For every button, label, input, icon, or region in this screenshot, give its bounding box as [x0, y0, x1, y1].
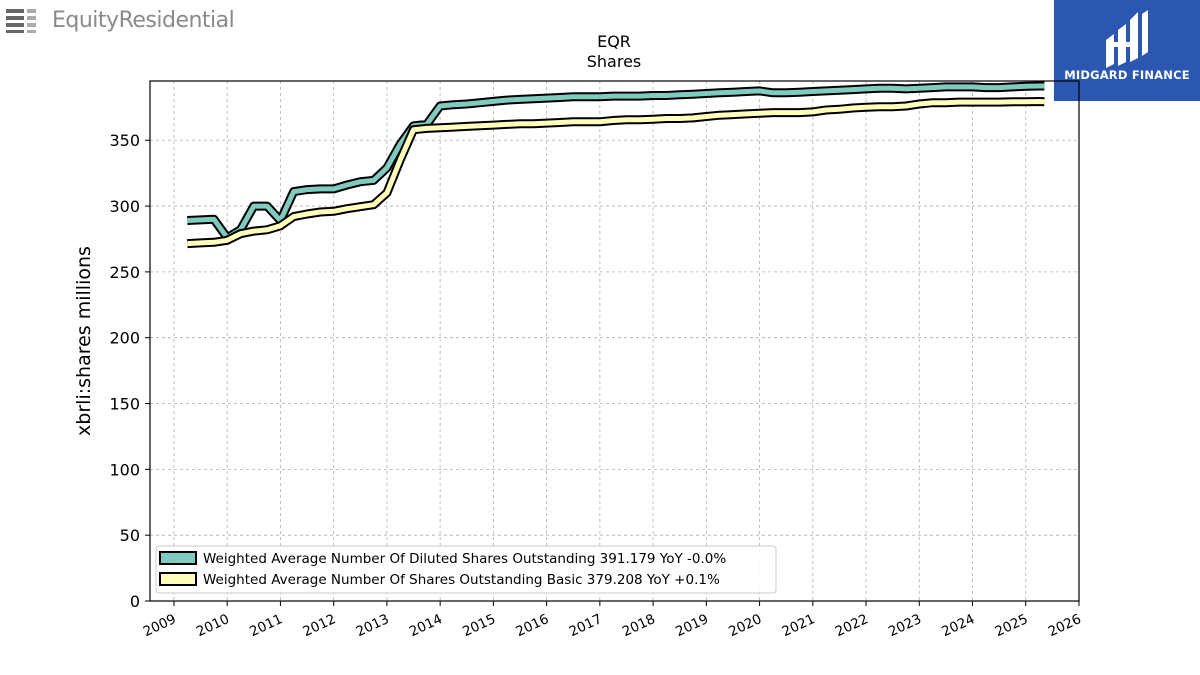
chart-subtitle: Shares [587, 52, 642, 71]
x-tick-label: 2025 [993, 611, 1031, 640]
legend-box [155, 545, 777, 594]
y-tick-label: 200 [109, 329, 140, 348]
y-tick-label: 100 [109, 460, 140, 479]
x-tick-label: 2026 [1046, 611, 1084, 640]
x-tick-label: 2023 [886, 611, 924, 640]
grid-lines [150, 81, 1080, 602]
plot-frame [149, 80, 1080, 602]
series-line-diluted [187, 83, 1045, 241]
legend-label-diluted: Weighted Average Number Of Diluted Share… [203, 551, 726, 567]
midgard-logo-icon [1106, 10, 1148, 68]
series-line-basic [187, 99, 1045, 247]
y-tick-label: 150 [109, 395, 140, 414]
x-tick-label: 2009 [141, 611, 179, 640]
x-tick-label: 2016 [513, 611, 551, 640]
brand-header: EquityResidential [0, 0, 235, 40]
y-tick-label: 250 [109, 263, 140, 282]
x-tick-label: 2015 [460, 611, 498, 640]
badge-label: MIDGARD FINANCE [1064, 68, 1190, 82]
x-tick-label: 2012 [300, 611, 338, 640]
legend-swatch-diluted [159, 551, 197, 565]
y-tick-label: 50 [120, 526, 140, 545]
legend-swatch-basic [159, 572, 197, 586]
series-lines [187, 81, 1045, 249]
midgard-finance-badge: MIDGARD FINANCE [1054, 0, 1200, 101]
x-tick-label: 2024 [939, 611, 977, 640]
x-tick-label: 2014 [407, 611, 445, 640]
equity-residential-logo-icon [6, 9, 36, 33]
legend: Weighted Average Number Of Diluted Share… [155, 545, 777, 594]
x-tick-label: 2017 [567, 611, 605, 640]
y-axis-label: xbrli:shares millions [73, 246, 95, 436]
legend-label-basic: Weighted Average Number Of Shares Outsta… [203, 572, 720, 588]
chart-title: EQR [597, 32, 631, 51]
y-axis-ticks: 0 50 100 150 200 250 300 350 [109, 131, 150, 611]
y-tick-label: 0 [130, 592, 140, 611]
x-tick-label: 2018 [620, 611, 658, 640]
brand-name: EquityResidential [52, 7, 235, 33]
x-tick-label: 2021 [780, 611, 818, 640]
y-tick-label: 300 [109, 197, 140, 216]
y-tick-label: 350 [109, 131, 140, 150]
x-tick-label: 2013 [354, 611, 392, 640]
x-axis-ticks: 2009 2010 2011 2012 2013 2014 2015 2016 2017 2018… [141, 601, 1084, 640]
x-tick-label: 2022 [833, 611, 871, 640]
x-tick-label: 2020 [726, 611, 764, 640]
x-tick-label: 2010 [194, 611, 232, 640]
x-tick-label: 2011 [247, 611, 285, 640]
x-tick-label: 2019 [673, 611, 711, 640]
